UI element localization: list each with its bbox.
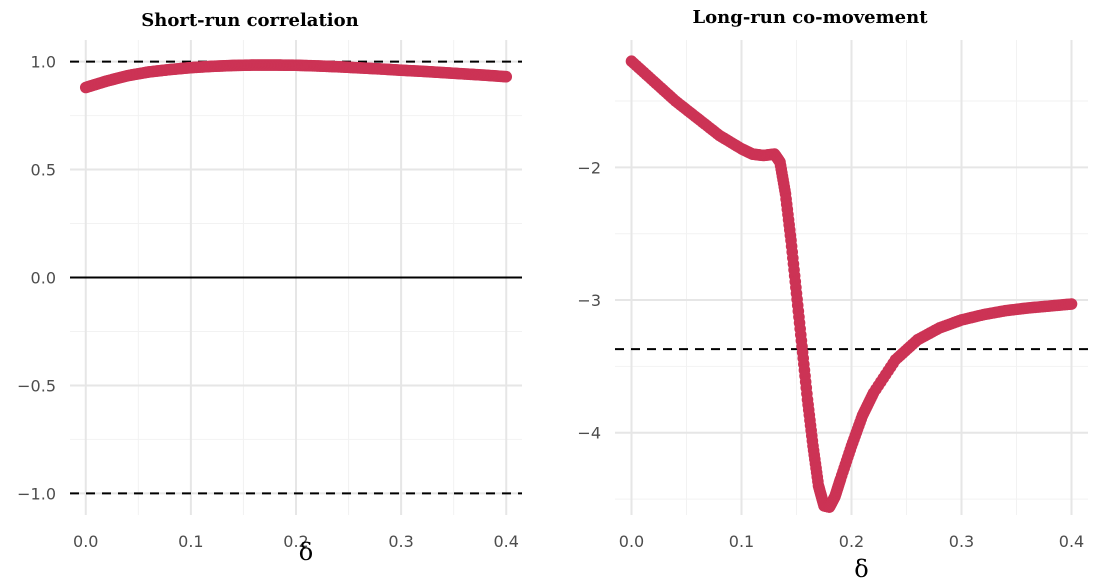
y-tick-label: 0.0: [31, 269, 56, 288]
data-point: [500, 70, 513, 83]
x-tick-label: 0.1: [729, 532, 754, 551]
x-tick-label: 0.2: [283, 532, 308, 551]
data-series: [625, 55, 1078, 513]
data-series: [79, 59, 513, 94]
y-tick-label: −0.5: [17, 376, 56, 395]
y-tick-label: −4: [577, 424, 601, 443]
x-axis-label: δ: [854, 555, 868, 583]
x-tick-label: 0.0: [619, 532, 644, 551]
chart-panel-1: 0.0 0.1 0.2 0.3 0.4 −1.0 −0.5 0.0 0.5 1.0 Short-ru…: [17, 10, 522, 566]
data-point: [1065, 298, 1078, 310]
x-axis-label: δ: [299, 538, 313, 566]
x-tick-label: 0.0: [73, 532, 98, 551]
x-tick-label: 0.1: [178, 532, 203, 551]
y-tick-label: 1.0: [31, 53, 56, 72]
y-tick-label: −3: [577, 291, 601, 310]
x-tick-label: 0.3: [949, 532, 974, 551]
chart-title: Long-run co-movement: [692, 7, 928, 28]
chart-panel-2: 0.0 0.1 0.2 0.3 0.4 −4 −3 −2 Long-run co-movemen…: [577, 7, 1088, 583]
x-tick-label: 0.3: [388, 532, 413, 551]
y-tick-label: −1.0: [17, 484, 56, 503]
x-tick-label: 0.4: [1059, 532, 1084, 551]
x-tick-label: 0.2: [839, 532, 864, 551]
y-tick-label: −2: [577, 158, 601, 177]
x-tick-label: 0.4: [494, 532, 519, 551]
chart-title: Short-run correlation: [141, 10, 358, 31]
y-tick-label: 0.5: [31, 161, 56, 180]
